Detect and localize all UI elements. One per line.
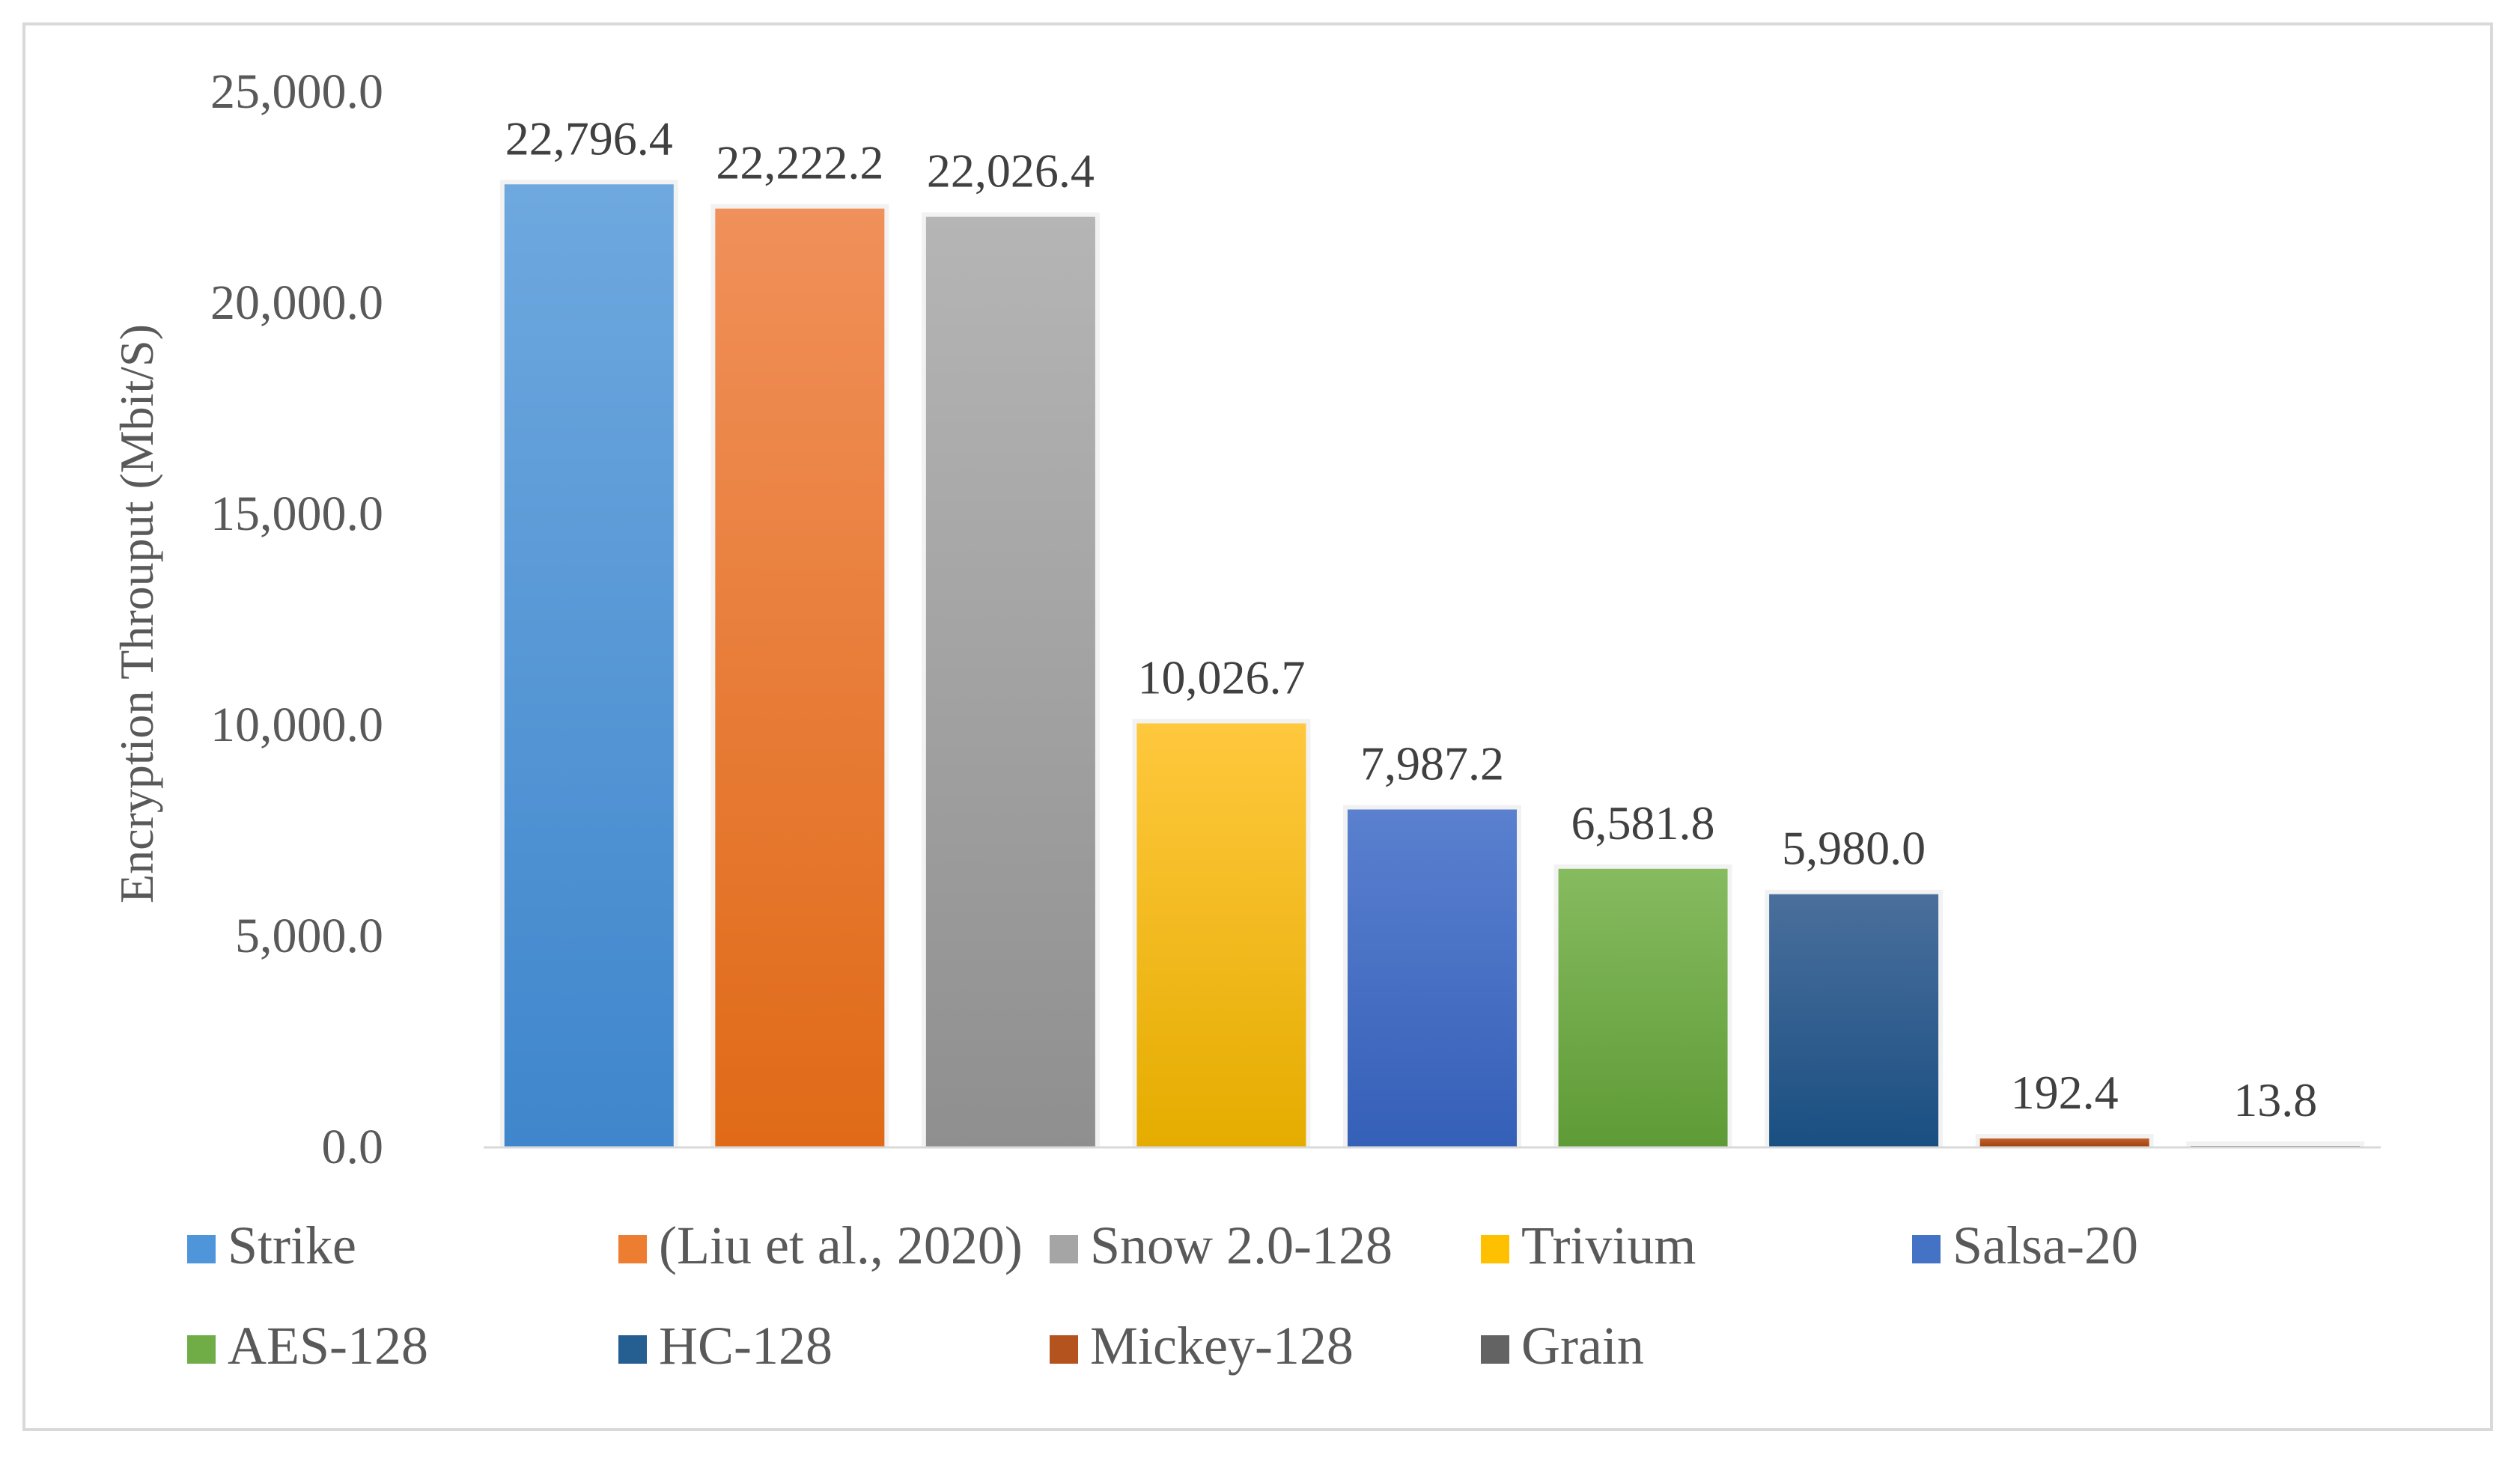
data-label: 7,987.2 [1360,737,1504,790]
y-tick-label: 5,000.0 [235,909,383,963]
data-labels: 22,796.4 22,222.2 22,026.4 10,026.7 7,987.2 6… [505,112,2317,1126]
data-label: 22,796.4 [505,112,673,165]
y-tick-label: 15,000.0 [210,487,383,541]
legend-label: Trivium [1521,1216,1696,1275]
legend-swatch [187,1235,216,1263]
data-label: 13.8 [2233,1073,2317,1126]
bar-strike [504,184,674,1147]
y-tick-label: 25,000.0 [210,64,383,119]
bar-trivium [1136,723,1306,1147]
legend-item: HC-128 [618,1316,833,1376]
legend-label: Salsa-20 [1953,1216,2138,1275]
data-label: 6,581.8 [1571,796,1715,850]
bar-shadow [2186,1141,2365,1147]
y-tick-label: 0.0 [322,1120,384,1174]
data-label: 22,222.2 [716,136,883,189]
legend-swatch [618,1335,647,1364]
data-label: 5,980.0 [1782,822,1926,875]
legend-label: AES-128 [228,1316,428,1376]
legend-item: Mickey-128 [1050,1316,1354,1376]
legend-label: Mickey-128 [1090,1316,1354,1376]
legend-label: Strike [228,1216,356,1275]
bar-liu-et-al-2020 [715,208,885,1147]
legend-swatch [1912,1235,1941,1263]
legend-item: Snow 2.0-128 [1050,1216,1393,1275]
legend-label: (Liu et al., 2020) [659,1216,1023,1275]
bar-mickey-128 [1979,1138,2149,1147]
bar-hc-128 [1769,894,1939,1147]
bar-aes-128 [1558,868,1728,1147]
bar-salsa-20 [1348,809,1517,1147]
data-label: 10,026.7 [1137,650,1305,704]
legend-item: Strike [187,1216,356,1275]
legend-item: Trivium [1481,1216,1696,1275]
legend-swatch [1481,1235,1509,1263]
data-label: 192.4 [2011,1066,2119,1119]
legend-item: Grain [1481,1316,1644,1376]
legend-swatch [618,1235,647,1263]
y-tick-label: 10,000.0 [210,698,383,752]
legend-swatch [187,1335,216,1364]
legend-item: (Liu et al., 2020) [618,1216,1023,1275]
legend-swatch [1481,1335,1509,1364]
legend-item: AES-128 [187,1316,428,1376]
bar-snow-2-0-128 [925,216,1095,1147]
y-axis-ticks: 0.0 5,000.0 10,000.0 15,000.0 20,000.0 25,000… [210,64,383,1174]
data-label: 22,026.4 [927,144,1095,198]
y-axis-title: Encryption Throuput (Mbit/S) [110,324,163,903]
legend-item: Salsa-20 [1912,1216,2138,1275]
legend-label: Grain [1521,1316,1644,1376]
legend-swatch [1050,1335,1078,1364]
bars [499,180,2365,1147]
legend-label: HC-128 [659,1316,833,1376]
legend-label: Snow 2.0-128 [1090,1216,1393,1275]
legend: Strike (Liu et al., 2020) Snow 2.0-128 Triv… [187,1216,2138,1376]
legend-swatch [1050,1235,1078,1263]
y-tick-label: 20,000.0 [210,275,383,330]
y-axis-title-group: Encryption Throuput (Mbit/S) [110,324,163,903]
